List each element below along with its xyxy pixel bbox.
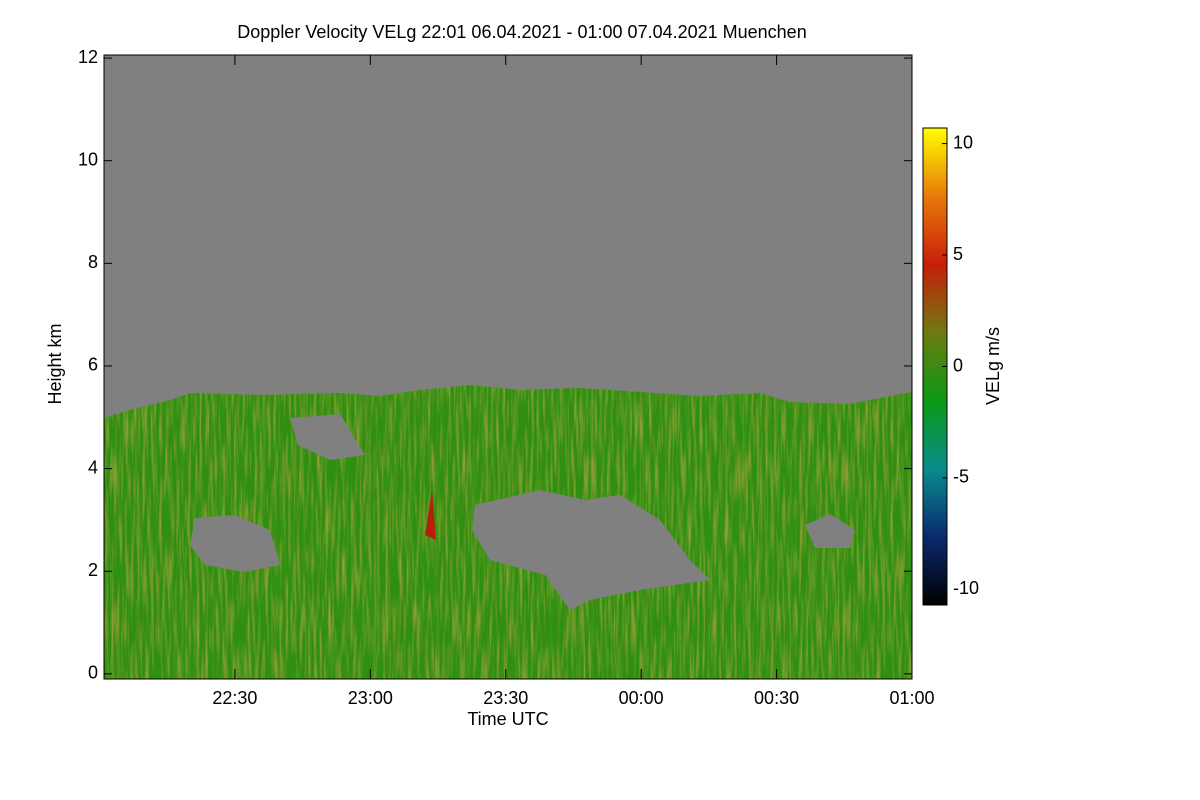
x-tick-label: 00:30 (754, 688, 799, 708)
y-axis-label: Height km (45, 323, 65, 404)
colorbar-tick-label: 5 (953, 244, 963, 264)
plot-frame (103, 54, 913, 680)
colorbar-tick-label: -10 (953, 578, 979, 598)
y-tick-label: 2 (88, 560, 98, 580)
y-tick-label: 8 (88, 252, 98, 272)
x-tick-label: 01:00 (889, 688, 934, 708)
y-tick-label: 0 (88, 663, 98, 683)
x-axis-label: Time UTC (467, 709, 548, 729)
colorbar-tick-label: 10 (953, 132, 973, 152)
chart-title: Doppler Velocity VELg 22:01 06.04.2021 -… (237, 22, 806, 42)
colorbar-label: VELg m/s (983, 327, 1003, 405)
colorbar-tick-label: -5 (953, 467, 969, 487)
y-tick-label: 4 (88, 457, 98, 477)
colorbar-tick-label: 0 (953, 355, 963, 375)
echo-texture (104, 385, 912, 679)
x-tick-label: 22:30 (212, 688, 257, 708)
y-tick-label: 10 (78, 149, 98, 169)
x-tick-label: 00:00 (619, 688, 664, 708)
x-tick-label: 23:30 (483, 688, 528, 708)
echo-field (104, 385, 912, 679)
y-tick-label: 12 (78, 47, 98, 67)
x-tick-label: 23:00 (348, 688, 393, 708)
echo-streak (425, 490, 436, 540)
y-tick-label: 6 (88, 355, 98, 375)
